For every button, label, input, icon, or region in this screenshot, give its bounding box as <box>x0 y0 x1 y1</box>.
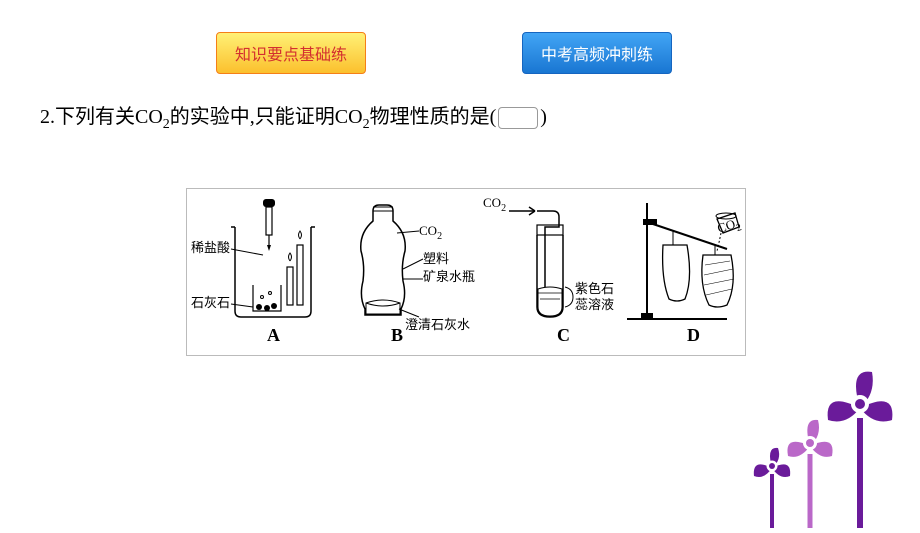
answer-blank[interactable] <box>498 107 538 129</box>
question-text: 2.下列有关CO2的实验中,只能证明CO2物理性质的是() <box>40 100 547 133</box>
tab-exam-practice[interactable]: 中考高频冲刺练 <box>522 32 672 74</box>
label-co2-c: CO2 <box>483 195 506 214</box>
diagram-b <box>361 205 423 317</box>
q-part3: 物理性质的是( <box>370 106 497 128</box>
label-limestone: 石灰石 <box>191 295 230 310</box>
label-co2-b: CO2 <box>419 223 442 242</box>
label-mineral: 矿泉水瓶 <box>423 269 475 284</box>
diagram-c <box>509 207 573 317</box>
q-part2: 的实验中,只能证明CO <box>170 106 363 128</box>
option-b: B <box>391 325 403 345</box>
tab-basic-practice[interactable]: 知识要点基础练 <box>216 32 366 74</box>
q-sub2: 2 <box>363 117 370 132</box>
label-litmus1: 紫色石 <box>575 281 614 296</box>
label-limewater: 澄清石灰水 <box>405 317 470 332</box>
experiment-figure: 稀盐酸 石灰石 CO2 塑料 矿泉水瓶 澄清石灰水 CO2 紫色石 蕊溶液 CO… <box>186 188 746 356</box>
q-sub1: 2 <box>163 117 170 132</box>
label-plastic: 塑料 <box>423 251 449 266</box>
label-litmus2: 蕊溶液 <box>575 297 614 312</box>
diagram-a <box>231 199 315 317</box>
option-a: A <box>267 325 280 345</box>
q-part1: 下列有关CO <box>55 106 163 128</box>
option-d: D <box>687 325 700 345</box>
option-c: C <box>557 325 570 345</box>
q-close: ) <box>540 106 547 128</box>
question-number: 2. <box>40 106 55 128</box>
decor-flowers <box>710 368 910 528</box>
label-acid: 稀盐酸 <box>191 240 230 255</box>
